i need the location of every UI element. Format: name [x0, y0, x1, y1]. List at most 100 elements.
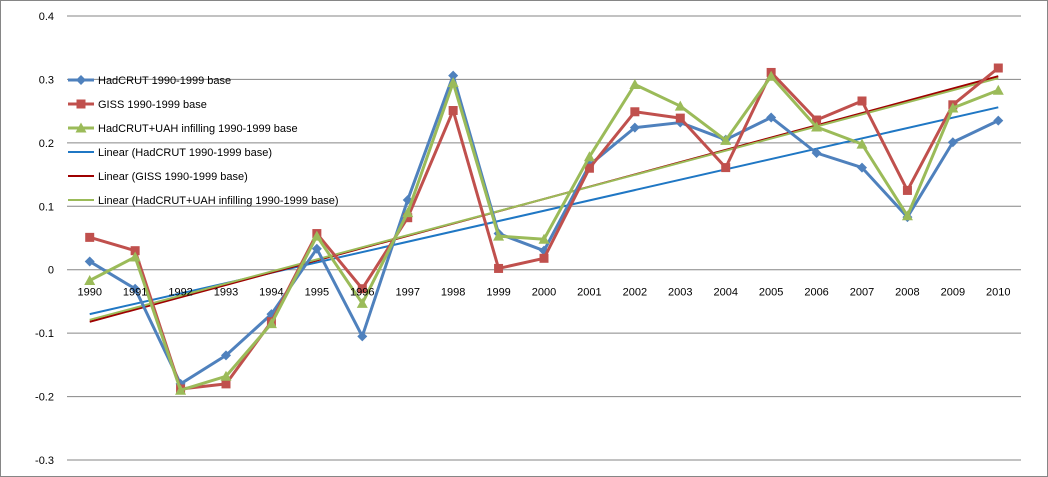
data-point — [84, 256, 95, 267]
data-point — [811, 148, 822, 159]
x-tick-label: 1995 — [305, 287, 329, 299]
legend-label: HadCRUT+UAH infilling 1990-1999 base — [98, 123, 298, 135]
data-point — [130, 283, 141, 294]
data-point — [902, 185, 912, 195]
x-tick-label: 2005 — [759, 287, 783, 299]
x-tick-label: 2002 — [623, 287, 647, 299]
data-point — [721, 163, 731, 173]
legend-item: Linear (GISS 1990-1999 base) — [68, 171, 248, 183]
gridlines — [67, 15, 1021, 461]
data-point — [992, 84, 1004, 95]
trendlines — [89, 75, 999, 323]
data-point — [584, 163, 594, 173]
data-point — [448, 70, 459, 81]
legend-item: Linear (HadCRUT 1990-1999 base) — [68, 147, 272, 159]
x-tick-label: 2008 — [895, 287, 919, 299]
data-point — [812, 115, 822, 125]
x-tick-label: 1992 — [168, 287, 192, 299]
legend-label: HadCRUT 1990-1999 base — [98, 75, 231, 87]
x-tick-label: 2000 — [532, 287, 556, 299]
x-tick-label: 1997 — [395, 287, 419, 299]
legend: HadCRUT 1990-1999 base GISS 1990-1999 bas… — [68, 75, 339, 207]
data-point — [357, 284, 367, 294]
x-tick-label: 2003 — [668, 287, 692, 299]
data-point — [129, 251, 141, 262]
data-point — [765, 70, 777, 81]
x-tick-label: 2001 — [577, 287, 601, 299]
data-point — [447, 77, 459, 88]
y-tick-label: -0.3 — [35, 455, 54, 467]
data-point — [84, 274, 96, 285]
series-3 — [84, 70, 1004, 395]
data-point — [130, 246, 140, 256]
data-point — [583, 151, 595, 162]
data-point — [901, 210, 913, 221]
series-1 — [84, 70, 1004, 389]
data-point — [947, 102, 959, 113]
y-tick-label: -0.2 — [35, 392, 54, 404]
legend-item: HadCRUT 1990-1999 base — [68, 75, 231, 87]
legend-item: GISS 1990-1999 base — [68, 99, 207, 111]
legend-item: HadCRUT+UAH infilling 1990-1999 base — [68, 122, 298, 135]
legend-label: Linear (HadCRUT+UAH infilling 1990-1999 … — [98, 195, 339, 207]
data-point — [947, 137, 958, 148]
legend-swatch-marker — [75, 122, 87, 133]
x-axis-tick-labels: 1990 1991 1992 1993 1994 1995 1996 1997 1998 1999… — [77, 287, 1010, 299]
y-tick-label: 0.2 — [39, 138, 54, 150]
y-tick-label: 0.4 — [39, 11, 54, 23]
x-tick-label: 2004 — [713, 287, 737, 299]
legend-label: Linear (HadCRUT 1990-1999 base) — [98, 147, 272, 159]
data-point — [403, 213, 413, 223]
x-tick-label: 1993 — [214, 287, 238, 299]
data-point — [539, 253, 549, 263]
data-point — [493, 230, 505, 241]
x-tick-label: 1994 — [259, 287, 283, 299]
series-line — [88, 74, 999, 386]
data-point — [175, 384, 187, 395]
data-point — [221, 379, 231, 389]
data-point — [720, 134, 732, 145]
data-point — [357, 331, 368, 342]
data-point — [674, 100, 686, 111]
x-tick-label: 1998 — [441, 287, 465, 299]
x-tick-label: 1990 — [77, 287, 101, 299]
data-point — [448, 106, 458, 116]
x-tick-label: 2007 — [850, 287, 874, 299]
data-point — [857, 162, 867, 173]
data-point — [265, 318, 277, 329]
x-tick-label: 1996 — [350, 287, 374, 299]
x-tick-label: 2010 — [986, 287, 1010, 299]
data-point — [993, 115, 1004, 126]
x-tick-label: 1991 — [123, 287, 147, 299]
data-point — [629, 79, 641, 90]
y-tick-label: -0.1 — [35, 328, 54, 340]
legend-label: GISS 1990-1999 base — [98, 99, 207, 111]
y-tick-label: 0 — [48, 265, 54, 277]
legend-swatch-marker — [76, 99, 86, 109]
y-axis-tick-labels: 0.4 0.3 0.2 0.1 0 -0.1 -0.2 -0.3 — [35, 11, 54, 467]
data-point — [538, 233, 550, 244]
data-point — [856, 138, 868, 149]
series-line — [89, 66, 1000, 391]
data-point — [766, 112, 777, 123]
data-series — [84, 63, 1004, 395]
legend-item: Linear (HadCRUT+UAH infilling 1990-1999 … — [68, 195, 339, 207]
x-tick-label: 1999 — [486, 287, 510, 299]
y-tick-label: 0.3 — [39, 74, 54, 86]
y-tick-label: 0.1 — [39, 201, 54, 213]
data-point — [857, 96, 867, 106]
data-point — [220, 370, 232, 381]
x-tick-label: 2006 — [804, 287, 828, 299]
data-point — [629, 122, 640, 133]
data-point — [221, 350, 231, 361]
data-point — [311, 230, 323, 241]
legend-swatch-marker — [76, 75, 86, 85]
data-point — [494, 263, 504, 273]
data-point — [993, 63, 1003, 73]
trendline — [89, 77, 999, 321]
legend-label: Linear (GISS 1990-1999 base) — [98, 171, 248, 183]
data-point — [402, 207, 414, 218]
data-point — [85, 232, 95, 242]
data-point — [630, 107, 640, 117]
